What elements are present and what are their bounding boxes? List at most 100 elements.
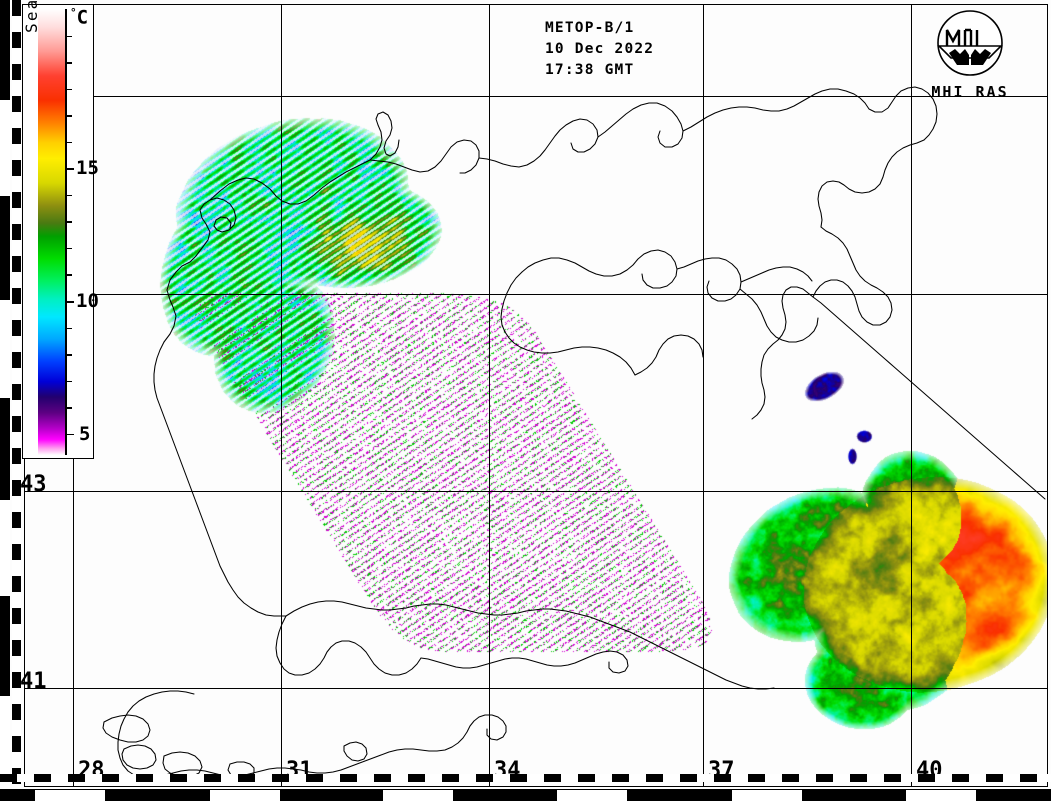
colorbar-gradient — [38, 9, 65, 455]
ruler-segment — [340, 774, 357, 782]
ruler-segment — [0, 196, 10, 300]
colorbar-minor-tick — [65, 327, 72, 330]
colorbar-minor-tick — [65, 141, 72, 144]
ruler-segment — [816, 774, 833, 782]
ruler-segment — [35, 790, 105, 801]
ruler-segment — [833, 774, 850, 782]
coastline-paths — [102, 86, 1046, 780]
ruler-segment — [799, 774, 816, 782]
colorbar-major-tick — [65, 168, 74, 170]
ruler-segment — [306, 774, 323, 782]
ruler-segment — [731, 774, 748, 782]
ruler-segment — [12, 608, 21, 624]
ruler-segment — [12, 512, 21, 528]
ruler-segment — [935, 774, 952, 782]
ruler-segment — [12, 528, 21, 544]
gridline-lon-40 — [911, 4, 912, 787]
ruler-segment — [0, 300, 10, 398]
ruler-segment — [12, 288, 21, 304]
ruler-segment — [782, 774, 799, 782]
ruler-segment — [986, 774, 1003, 782]
ruler-segment — [0, 774, 17, 782]
ruler-segment — [629, 774, 646, 782]
ruler-segment — [765, 774, 782, 782]
ruler-segment — [0, 696, 10, 789]
gridline-lon-31 — [281, 4, 282, 787]
ruler-segment — [12, 432, 21, 448]
gridline-lat-41 — [24, 688, 1048, 689]
ruler-segment — [105, 790, 210, 801]
ruler-segment — [238, 774, 255, 782]
ruler-segment — [12, 128, 21, 144]
ruler-segment — [12, 32, 21, 48]
ruler-segment — [136, 774, 153, 782]
ruler-segment — [12, 80, 21, 96]
colorbar-minor-tick — [65, 247, 72, 250]
ruler-segment — [0, 0, 10, 100]
ytick-label-41: 41 — [20, 669, 47, 694]
ruler-segment — [12, 384, 21, 400]
ruler-segment — [12, 176, 21, 192]
ruler-segment — [391, 774, 408, 782]
ruler-segment — [289, 774, 306, 782]
ruler-segment — [204, 774, 221, 782]
colorbar-minor-tick — [65, 221, 72, 223]
ruler-segment — [612, 774, 629, 782]
ruler-segment — [459, 774, 476, 782]
colorbar-minor-tick — [65, 407, 72, 409]
satellite-name: METOP-B/1 — [545, 20, 635, 36]
colorbar-tick-label: 15 — [76, 157, 99, 180]
ruler-segment — [323, 774, 340, 782]
ruler-segment — [12, 752, 21, 768]
ruler-segment — [1037, 774, 1051, 782]
ruler-segment — [12, 544, 21, 560]
ruler-segment — [12, 672, 21, 688]
ruler-segment — [12, 112, 21, 128]
acquisition-info: METOP-B/1 10 Dec 2022 17:38 GMT — [545, 18, 654, 81]
ruler-segment — [12, 736, 21, 752]
ruler-segment — [12, 48, 21, 64]
ruler-segment — [561, 774, 578, 782]
colorbar-tick-label: 10 — [76, 290, 99, 313]
gridline-lat-43 — [24, 491, 1048, 492]
colorbar-major-tick — [65, 301, 74, 303]
ruler-segment — [12, 320, 21, 336]
ruler-segment — [12, 0, 21, 16]
ruler-segment — [884, 774, 901, 782]
colorbar-axis-line — [65, 9, 67, 455]
ruler-segment — [627, 790, 732, 801]
ruler-segment — [12, 576, 21, 592]
gridline-lat-45 — [24, 96, 1048, 97]
logo-caption: MHI RAS — [931, 83, 1009, 101]
ruler-segment — [12, 144, 21, 160]
ruler-segment — [969, 774, 986, 782]
ruler-segment — [374, 774, 391, 782]
ruler-segment — [85, 774, 102, 782]
map-plot-area[interactable] — [24, 4, 1048, 787]
ruler-segment — [697, 774, 714, 782]
ruler-segment — [34, 774, 51, 782]
ruler-segment — [12, 496, 21, 512]
ruler-segment — [476, 774, 493, 782]
ruler-segment — [12, 400, 21, 416]
ruler-segment — [12, 240, 21, 256]
ruler-segment — [12, 560, 21, 576]
ruler-segment — [663, 774, 680, 782]
ruler-segment — [12, 464, 21, 480]
ruler-left-minor — [12, 0, 21, 789]
colorbar-minor-tick — [65, 274, 72, 276]
ruler-segment — [187, 774, 204, 782]
ruler-segment — [0, 100, 10, 196]
ruler-segment — [493, 774, 510, 782]
acquisition-time: 17:38 GMT — [545, 62, 635, 78]
ruler-segment — [170, 774, 187, 782]
ruler-segment — [12, 64, 21, 80]
ruler-segment — [153, 774, 170, 782]
ruler-segment — [12, 704, 21, 720]
ruler-segment — [12, 720, 21, 736]
colorbar-minor-tick — [65, 380, 72, 383]
ruler-segment — [255, 774, 272, 782]
ruler-segment — [527, 774, 544, 782]
